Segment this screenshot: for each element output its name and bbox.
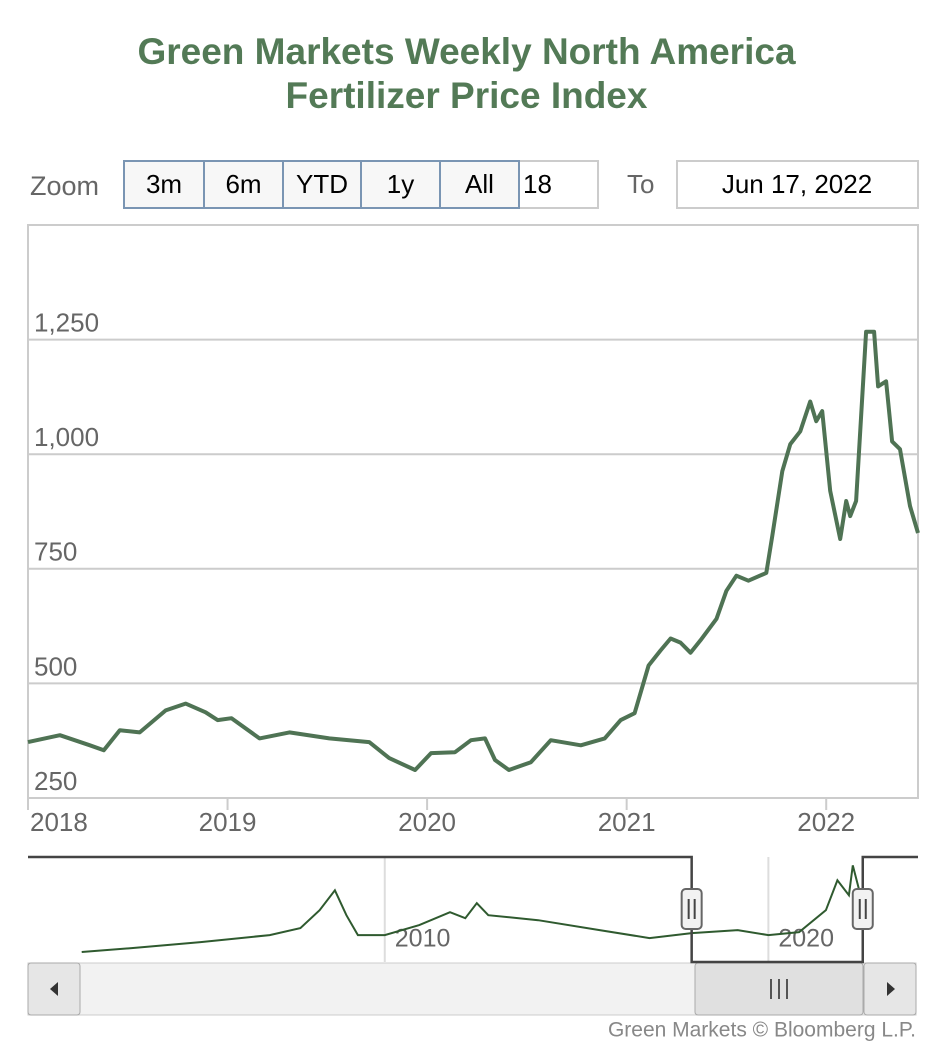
y-tick-label: 750 <box>34 537 77 567</box>
y-tick-label: 500 <box>34 651 77 681</box>
y-tick-label: 1,250 <box>34 307 99 337</box>
navigator-outline <box>28 855 918 964</box>
price-line <box>27 329 920 772</box>
zoom-button[interactable] <box>439 160 520 209</box>
to-value: Jun 17, 2022 <box>722 169 872 199</box>
left-arrow <box>50 982 58 996</box>
zoom-button[interactable] <box>123 160 205 209</box>
zoom-button-label: 1y <box>387 169 414 199</box>
x-tick-label: 2021 <box>598 807 656 837</box>
navigator-tick-label: 2020 <box>778 925 834 953</box>
zoom-label: Zoom <box>30 171 99 201</box>
from-value: 18 <box>523 169 552 199</box>
handle-grip <box>858 899 867 919</box>
credits: Green Markets © Bloomberg L.P. <box>608 1019 916 1042</box>
navigator-handle[interactable] <box>680 888 703 930</box>
thumb-grip <box>770 979 788 999</box>
y-tick-label: 250 <box>34 766 77 796</box>
navigator-handle[interactable] <box>851 888 874 930</box>
zoom-button-label: 3m <box>146 169 182 199</box>
to-label: To <box>627 169 654 199</box>
zoom-button-label: YTD <box>296 169 348 199</box>
navigator-line <box>81 865 862 953</box>
x-tick-label: 2022 <box>797 807 855 837</box>
from-input[interactable] <box>518 160 599 209</box>
y-tick-label: 1,000 <box>34 422 99 452</box>
handle-grip <box>687 899 696 919</box>
right-arrow <box>887 982 895 996</box>
x-tick-label: 2018 <box>30 807 88 837</box>
x-tick-label: 2020 <box>398 807 456 837</box>
to-input[interactable] <box>676 160 919 209</box>
chart-title: Green Markets Weekly North America Ferti… <box>137 31 796 116</box>
x-tick-label: 2019 <box>199 807 257 837</box>
zoom-button-label: 6m <box>225 169 261 199</box>
zoom-button[interactable] <box>282 160 362 209</box>
zoom-button-label: All <box>465 169 494 199</box>
